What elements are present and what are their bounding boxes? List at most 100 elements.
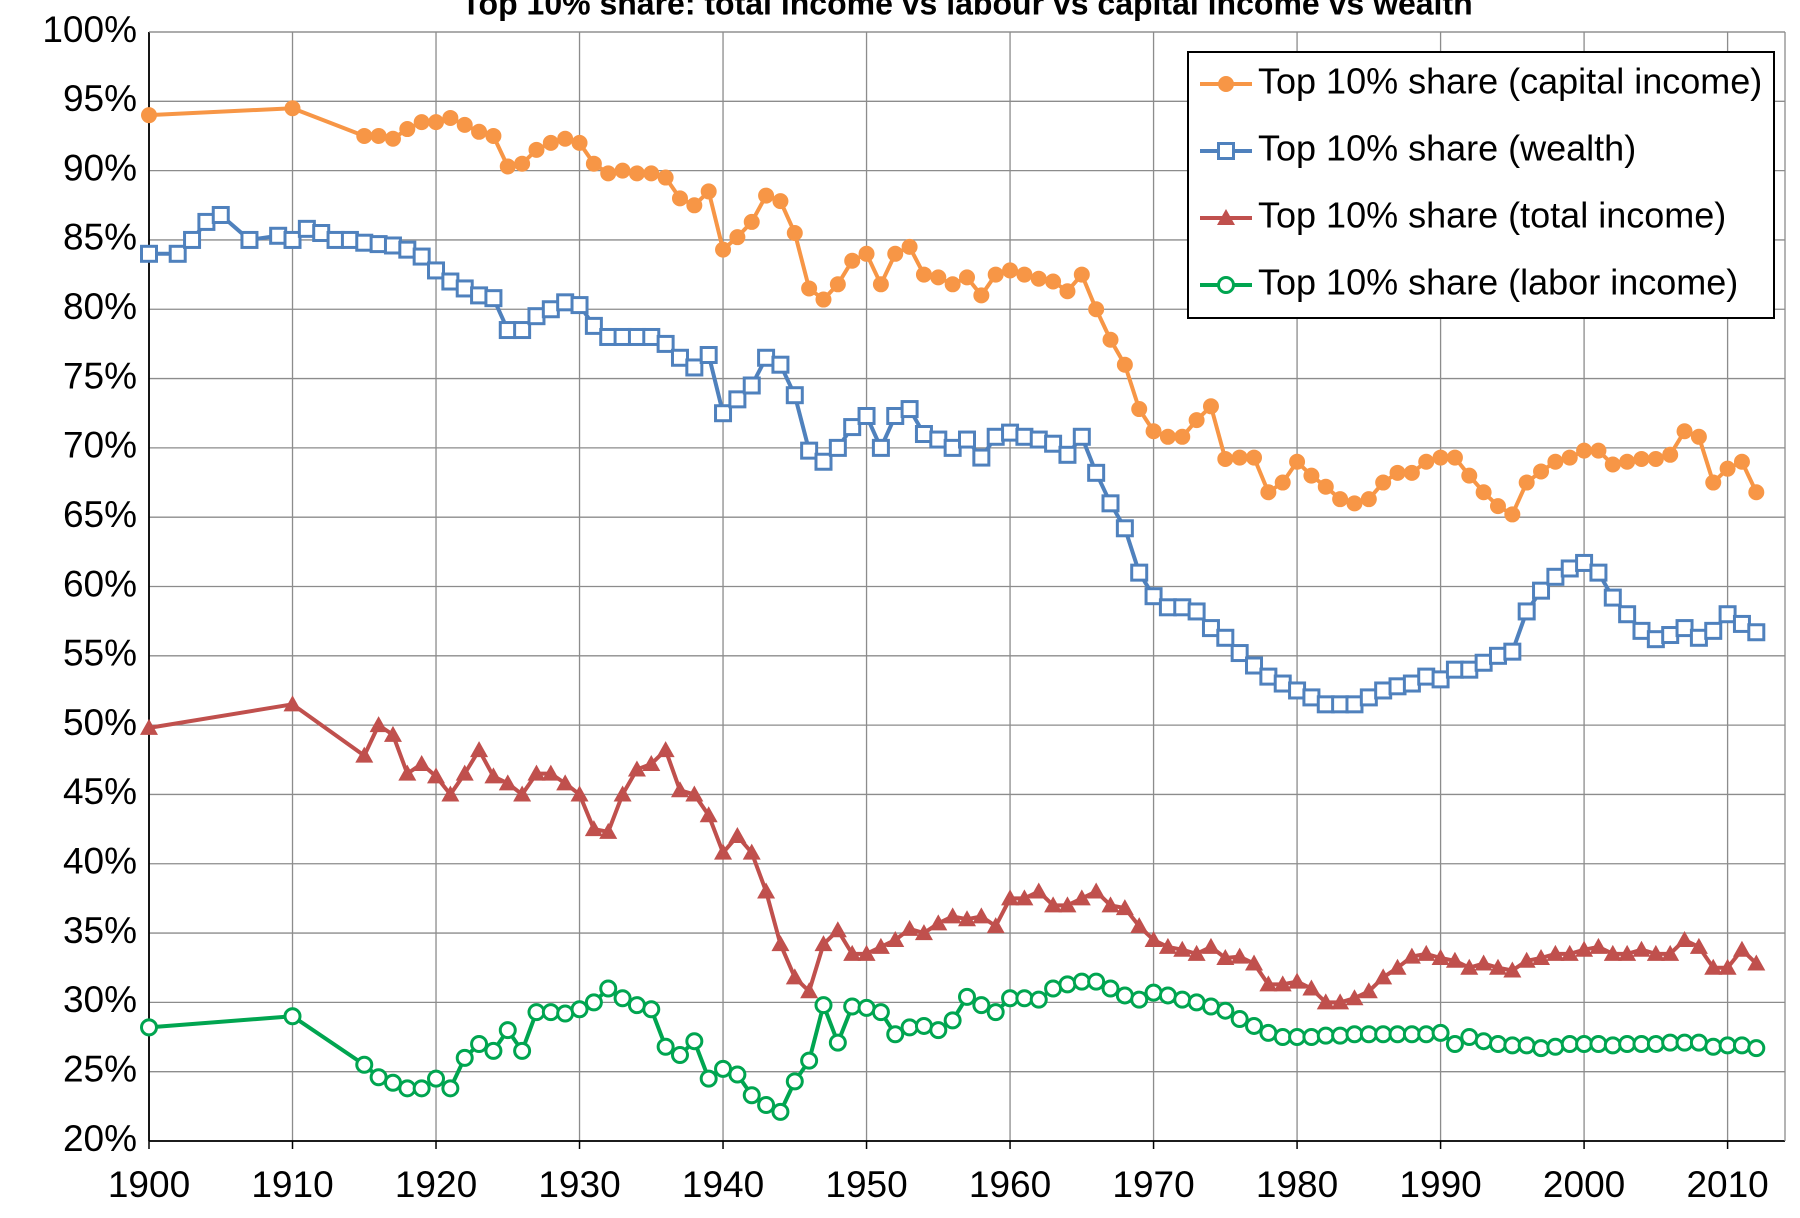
point — [527, 307, 546, 326]
point — [1173, 990, 1192, 1009]
point — [742, 843, 761, 860]
point — [1547, 453, 1564, 470]
point — [715, 241, 732, 258]
point — [1316, 695, 1335, 714]
point — [1461, 467, 1478, 484]
point — [541, 300, 560, 319]
y-tick-label: 80% — [63, 286, 137, 327]
point — [1216, 628, 1235, 647]
point — [1474, 1032, 1493, 1051]
point — [1072, 972, 1091, 991]
point — [1058, 975, 1077, 994]
point — [484, 1041, 503, 1060]
point — [1230, 644, 1249, 663]
point — [973, 287, 990, 304]
point — [1718, 958, 1737, 975]
point — [1331, 993, 1350, 1010]
point — [656, 334, 675, 353]
point — [1359, 982, 1378, 999]
point — [1273, 674, 1292, 693]
point — [1259, 1023, 1278, 1042]
point — [1131, 401, 1148, 418]
point — [986, 1003, 1005, 1022]
point — [427, 1069, 446, 1088]
point — [1158, 937, 1177, 954]
point — [498, 1021, 517, 1040]
point — [1603, 588, 1622, 607]
point — [900, 400, 919, 419]
point — [1101, 979, 1120, 998]
point — [1144, 587, 1163, 606]
point — [959, 269, 975, 286]
point — [914, 924, 933, 941]
point — [570, 296, 589, 315]
point — [657, 169, 674, 186]
point — [1747, 954, 1766, 971]
point — [886, 1025, 905, 1044]
point — [1689, 1033, 1708, 1052]
point — [1589, 937, 1608, 954]
point — [1748, 484, 1765, 501]
point — [1130, 917, 1149, 934]
point — [1015, 889, 1034, 906]
point — [1732, 1036, 1751, 1055]
point — [1302, 979, 1321, 996]
point — [1187, 993, 1206, 1012]
point — [1345, 989, 1364, 1006]
point — [471, 123, 488, 140]
point — [642, 754, 661, 771]
point — [901, 238, 918, 255]
point — [758, 187, 775, 204]
point — [1015, 427, 1034, 446]
point — [412, 1079, 431, 1098]
point — [785, 968, 804, 985]
point — [685, 1032, 704, 1051]
point — [1029, 882, 1048, 899]
point — [1187, 944, 1206, 961]
point — [958, 430, 976, 449]
point — [1532, 1039, 1551, 1058]
point — [1719, 460, 1736, 477]
point — [930, 269, 947, 286]
point — [1661, 1033, 1680, 1052]
point — [1488, 1034, 1507, 1053]
point — [627, 760, 646, 777]
point — [1503, 642, 1522, 661]
point — [914, 1016, 933, 1035]
point — [1374, 681, 1393, 700]
point — [1087, 972, 1106, 991]
point — [355, 233, 374, 252]
point — [1087, 463, 1106, 482]
point — [1173, 940, 1192, 957]
y-tick-label: 20% — [63, 1118, 137, 1159]
point — [1432, 449, 1449, 466]
point — [1273, 975, 1292, 992]
point — [1359, 1025, 1378, 1044]
point — [1431, 949, 1450, 966]
point — [140, 718, 158, 735]
x-tick-label: 1920 — [395, 1164, 477, 1205]
point — [484, 767, 503, 784]
point — [1273, 1028, 1292, 1047]
point — [1402, 674, 1421, 693]
point — [1417, 944, 1436, 961]
point — [470, 741, 489, 758]
point — [1388, 677, 1407, 696]
legend-label: Top 10% share (labor income) — [1258, 262, 1738, 303]
point — [729, 229, 746, 246]
point — [312, 224, 331, 243]
point — [1260, 484, 1277, 501]
point — [1316, 993, 1335, 1010]
point — [742, 1086, 761, 1105]
point — [1360, 491, 1377, 508]
point — [670, 781, 689, 798]
point — [1346, 495, 1363, 512]
point — [656, 741, 675, 758]
point — [384, 130, 401, 147]
y-tick-label: 95% — [63, 78, 137, 119]
point — [1101, 494, 1120, 513]
point — [1087, 882, 1106, 899]
point — [828, 438, 847, 457]
point — [1015, 989, 1034, 1008]
point — [728, 390, 747, 409]
